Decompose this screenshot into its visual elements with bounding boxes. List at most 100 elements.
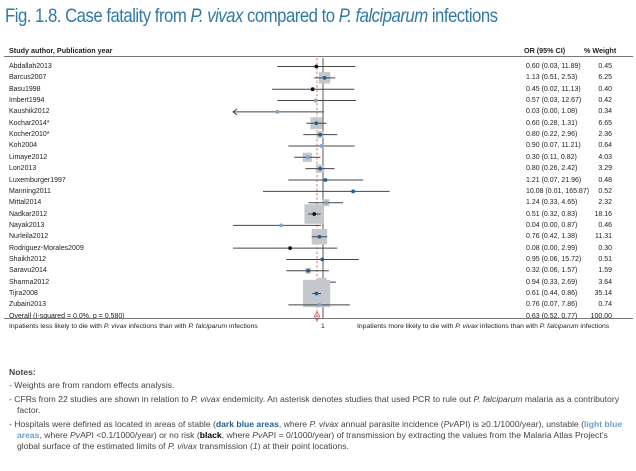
note-text: - CFRs from 22 studies are shown in rela… — [9, 393, 191, 404]
label-text: Inpatients less likely to die with — [9, 323, 104, 330]
study-name: Limaye2012 — [9, 153, 48, 161]
study-or-ci: 0.80 (0.22, 2.96) — [526, 131, 578, 139]
study-name: Basu1998 — [9, 85, 41, 93]
note-text: , where — [221, 430, 253, 441]
study-name: Nayak2013 — [9, 221, 45, 229]
note-weights: - Weights are from random effects analys… — [9, 380, 175, 391]
study-name: Mittal2014 — [9, 199, 42, 207]
study-name: Saravu2014 — [9, 267, 47, 275]
study-or-ci: 0.30 (0.11, 0.82) — [526, 153, 577, 161]
study-or-ci: 0.04 (0.00, 0.87) — [526, 221, 578, 229]
study-name: Imbert1994 — [9, 97, 45, 105]
label-species: P. vivax — [455, 323, 479, 330]
label-species: P. falciparum — [188, 323, 228, 330]
note-species: P. vivax — [190, 393, 220, 404]
legend-black: black — [199, 430, 222, 441]
study-weight: 0.45 — [598, 63, 612, 70]
point-estimate — [317, 234, 322, 239]
point-estimate — [288, 246, 292, 251]
study-weight: 0.48 — [598, 176, 612, 184]
point-estimate — [314, 64, 319, 69]
label-text: infections — [227, 323, 258, 330]
point-estimate — [275, 110, 280, 114]
title-species-falciparum: P. falciparum — [338, 5, 429, 27]
study-name: Nurleila2012 — [9, 233, 49, 241]
study-name: Luxemburger1997 — [9, 176, 66, 184]
study-weight: 0.42 — [598, 97, 612, 105]
study-or-ci: 0.45 (0.02, 11.13) — [526, 85, 581, 93]
study-or-ci: 0.90 (0.07, 11.21) — [526, 142, 581, 150]
point-estimate — [317, 302, 322, 307]
overall-point — [316, 315, 318, 318]
note-text: - Hospitals were defined as located in a… — [9, 418, 216, 429]
note-text: annual parasite incidence ( — [338, 418, 444, 429]
label-species: P. vivax — [103, 323, 127, 330]
study-weight: 2.32 — [598, 199, 612, 207]
point-estimate — [313, 98, 318, 103]
study-name: Kaushik2012 — [9, 108, 50, 116]
note-text: API <0.1/1000/year) or no risk ( — [80, 430, 200, 441]
note-text: API) is ≥0.1/1000/year), unstable ( — [453, 418, 584, 429]
study-or-ci: 0.61 (0.44, 0.86) — [526, 290, 578, 297]
note-hospitals: - Hospitals were defined as located in a… — [9, 419, 631, 453]
study-name: Kochar2014* — [9, 119, 50, 127]
study-name: Rodriguez-Morales2009 — [9, 244, 84, 252]
study-weight: 35.14 — [594, 290, 612, 297]
study-name: Koh2004 — [9, 142, 38, 150]
notes-section: Notes: - Weights are from random effects… — [9, 367, 631, 455]
point-estimate — [314, 291, 319, 296]
study-weight: 3.29 — [598, 165, 612, 173]
note-text: ) at their point locations. — [257, 441, 349, 452]
study-weight: 6.65 — [598, 119, 612, 127]
label-text: infections than with — [478, 323, 540, 330]
point-estimate — [319, 144, 324, 148]
study-weight: 0.34 — [598, 108, 612, 116]
point-estimate — [320, 257, 325, 262]
study-weight: 3.64 — [598, 278, 612, 286]
note-reference: 1 — [252, 441, 258, 452]
study-name: Lon2013 — [9, 165, 37, 173]
point-estimate — [323, 200, 328, 205]
column-header-weight: % Weight — [584, 46, 617, 55]
study-or-ci: 0.03 (0.00, 1.08) — [526, 108, 578, 116]
study-or-ci: 0.76 (0.42, 1.38) — [526, 233, 578, 241]
study-weight: 0.74 — [598, 301, 612, 309]
study-weight: 11.31 — [595, 233, 612, 241]
note-abbrev: Pv — [443, 418, 454, 429]
overall-weight: 100.00 — [590, 312, 612, 320]
study-or-ci: 10.08 (0.01, 165.87) — [526, 187, 590, 195]
note-cfrs: - CFRs from 22 studies are shown in rela… — [9, 394, 631, 417]
note-species: P. vivax — [309, 418, 339, 429]
left-direction-label: Inpatients less likely to die with P. vi… — [9, 323, 258, 330]
study-or-ci: 0.60 (0.28, 1.31) — [526, 119, 578, 127]
study-weight: 4.03 — [598, 153, 612, 161]
title-text: infections — [427, 5, 498, 27]
note-species: P. vivax — [167, 441, 197, 452]
point-estimate — [318, 166, 322, 171]
study-name: Kocher2010* — [9, 131, 50, 139]
study-or-ci: 0.51 (0.32, 0.83) — [526, 210, 578, 218]
note-text: API = 0/1000/year) of transmission by ex… — [17, 430, 608, 452]
point-estimate — [351, 189, 356, 194]
title-text: compared to — [242, 5, 339, 27]
study-or-ci: 0.57 (0.03, 12.67) — [526, 97, 582, 105]
note-abbrev: Pv — [252, 430, 263, 441]
point-estimate — [310, 87, 315, 92]
point-estimate — [318, 132, 322, 137]
note-text: , where — [39, 430, 71, 441]
note-text: , where — [278, 418, 310, 429]
study-or-ci: 0.80 (0.26, 2.42) — [526, 165, 578, 173]
legend-dark-blue: dark blue areas — [215, 418, 279, 429]
study-name: Barcus2007 — [9, 74, 47, 82]
ci-arrow-icon — [232, 108, 238, 116]
overall-or-ci: 0.63 (0.52, 0.77) — [526, 312, 578, 320]
study-weight: 0.51 — [598, 255, 612, 263]
note-text: transmission ( — [196, 441, 253, 452]
study-or-ci: 1.24 (0.33, 4.65) — [526, 199, 578, 207]
note-abbrev: Pv — [70, 430, 81, 441]
column-header-or: OR (95% CI) — [524, 46, 566, 55]
study-name: Sharma2012 — [9, 278, 50, 286]
label-text: infections than with — [126, 323, 189, 330]
title-species-vivax: P. vivax — [190, 5, 243, 27]
note-text: endemicity. An asterisk denotes studies … — [219, 393, 474, 404]
